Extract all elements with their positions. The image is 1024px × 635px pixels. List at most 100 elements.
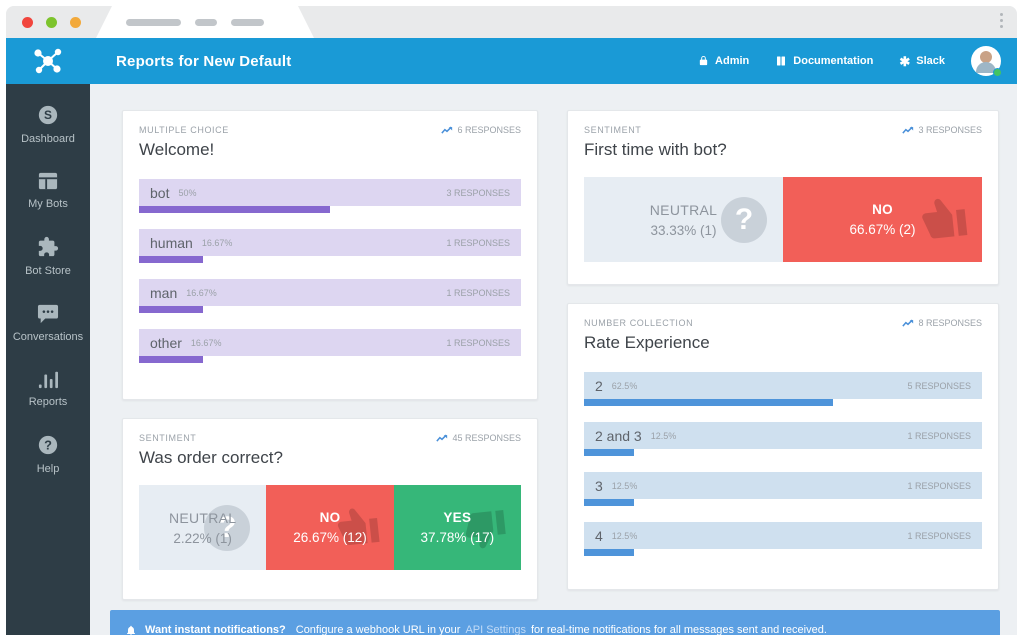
segment-value: 26.67% (12) bbox=[293, 530, 367, 545]
avatar-photo bbox=[971, 46, 1001, 76]
window-controls bbox=[22, 17, 81, 28]
nav-documentation[interactable]: Documentation bbox=[775, 55, 873, 67]
notification-headline: Want instant notifications? bbox=[145, 624, 286, 635]
sidebar-item-dashboard[interactable]: S Dashboard bbox=[21, 104, 75, 145]
lock-icon bbox=[699, 55, 708, 66]
bar-list: bot 50% 3 RESPONSES human 16.67% 1 RESPO… bbox=[139, 179, 521, 363]
bar-responses: 1 RESPONSES bbox=[446, 337, 510, 348]
browser-tab[interactable] bbox=[96, 6, 314, 38]
api-settings-link[interactable]: API Settings bbox=[465, 624, 526, 635]
card-category: NUMBER COLLECTION bbox=[584, 318, 694, 328]
card-title: Was order correct? bbox=[139, 448, 283, 467]
online-status-dot bbox=[993, 68, 1002, 77]
notification-bar: Want instant notifications? Configure a … bbox=[110, 610, 1000, 635]
bar-percentage: 16.67% bbox=[186, 287, 217, 298]
bar-row: human 16.67% 1 RESPONSES bbox=[139, 229, 521, 263]
sidebar-label: Conversations bbox=[12, 331, 84, 343]
app-header: Reports for New Default Admin Documentat… bbox=[6, 38, 1017, 84]
bar-row: other 16.67% 1 RESPONSES bbox=[139, 329, 521, 363]
bar-responses: 1 RESPONSES bbox=[907, 530, 971, 541]
bar-label: man bbox=[150, 284, 178, 301]
svg-text:S: S bbox=[44, 108, 52, 122]
responses-count: 6 RESPONSES bbox=[441, 125, 521, 135]
puzzle-icon bbox=[38, 236, 59, 257]
trending-up-icon bbox=[902, 319, 914, 327]
segment-label: NEUTRAL bbox=[168, 509, 237, 526]
sentiment-segment-no: NO 26.67% (12) bbox=[266, 485, 394, 570]
bar-fill bbox=[584, 399, 833, 406]
slack-icon: ✱ bbox=[899, 53, 911, 69]
segment-label: YES bbox=[443, 510, 472, 525]
tab-placeholder-line bbox=[195, 19, 217, 26]
trending-up-icon bbox=[902, 126, 914, 134]
bar-responses: 1 RESPONSES bbox=[907, 430, 971, 441]
sidebar-item-conversations[interactable]: Conversations bbox=[13, 303, 83, 343]
bar-responses: 3 RESPONSES bbox=[446, 187, 510, 198]
notification-text-post: for real-time notifications for all mess… bbox=[530, 624, 827, 635]
sentiment-segment-yes: YES 37.78% (17) bbox=[393, 485, 521, 570]
sidebar-item-help[interactable]: ? Help bbox=[36, 434, 60, 475]
sidebar-label: My Bots bbox=[28, 198, 68, 210]
sentiment-segment-no: NO 66.67% (2) bbox=[783, 177, 982, 262]
browser-menu-icon[interactable] bbox=[995, 13, 1007, 28]
segment-label: NO bbox=[872, 202, 893, 217]
sidebar-item-reports[interactable]: Reports bbox=[28, 369, 68, 408]
bar-fill bbox=[139, 356, 203, 363]
header-nav: Admin Documentation ✱ Slack bbox=[698, 46, 1017, 77]
close-window-button[interactable] bbox=[22, 17, 33, 28]
bar-percentage: 62.5% bbox=[611, 380, 638, 391]
bar-responses: 1 RESPONSES bbox=[907, 480, 971, 491]
card-category: SENTIMENT bbox=[584, 125, 642, 135]
card-title: Welcome! bbox=[139, 140, 215, 159]
svg-text:?: ? bbox=[44, 438, 52, 453]
sidebar-item-bot-store[interactable]: Bot Store bbox=[25, 236, 71, 277]
sidebar-item-my-bots[interactable]: My Bots bbox=[28, 171, 68, 210]
nav-admin[interactable]: Admin bbox=[698, 55, 749, 67]
sentiment-segment-neutral: NEUTRAL 33.33% (1) ? bbox=[584, 177, 783, 262]
sidebar-label: Help bbox=[36, 463, 60, 475]
tab-placeholder-line bbox=[126, 19, 181, 26]
bar-row: man 16.67% 1 RESPONSES bbox=[139, 279, 521, 313]
bar-label: 3 bbox=[595, 477, 603, 494]
bar-label: 2 bbox=[595, 377, 603, 394]
bar-fill bbox=[584, 449, 634, 456]
thumbs-down-icon bbox=[922, 198, 968, 238]
bar-row: 3 12.5% 1 RESPONSES bbox=[584, 472, 982, 506]
notification-text-pre: Configure a webhook URL in your bbox=[295, 624, 461, 635]
sidebar-label: Dashboard bbox=[21, 133, 75, 145]
thumbs-down-icon bbox=[337, 508, 380, 545]
bar-fill bbox=[139, 306, 203, 313]
bar-responses: 1 RESPONSES bbox=[446, 287, 510, 298]
bar-responses: 1 RESPONSES bbox=[446, 237, 510, 248]
question-icon: ? bbox=[721, 196, 767, 243]
nav-documentation-label: Documentation bbox=[793, 55, 874, 67]
sidebar-label: Reports bbox=[28, 396, 68, 408]
segment-label: NEUTRAL bbox=[649, 201, 718, 218]
nav-admin-label: Admin bbox=[715, 55, 750, 67]
card-sentiment-first-time: SENTIMENT 3 RESPONSES First time with bo… bbox=[567, 110, 999, 285]
bar-percentage: 50% bbox=[178, 187, 197, 198]
nav-slack[interactable]: ✱ Slack bbox=[899, 55, 945, 68]
card-multiple-choice-welcome: MULTIPLE CHOICE 6 RESPONSES Welcome! bot… bbox=[122, 110, 538, 400]
sentiment-segments: NEUTRAL 2.22% (1) ? NO 26.67% (12) YES 3… bbox=[139, 485, 521, 570]
bar-label: other bbox=[150, 334, 182, 351]
maximize-window-button[interactable] bbox=[46, 17, 57, 28]
minimize-window-button[interactable] bbox=[70, 17, 81, 28]
question-icon: ? bbox=[204, 504, 251, 551]
bar-fill bbox=[584, 549, 634, 556]
segment-value: 33.33% (1) bbox=[650, 222, 717, 238]
responses-count: 3 RESPONSES bbox=[902, 125, 982, 135]
bar-percentage: 16.67% bbox=[190, 337, 222, 348]
bar-label: bot bbox=[150, 184, 170, 201]
page-title: Reports for New Default bbox=[116, 52, 292, 70]
segment-value: 37.78% (17) bbox=[420, 530, 495, 545]
card-title: Rate Experience bbox=[584, 333, 710, 352]
bots-grid-icon bbox=[38, 172, 58, 190]
chat-bubble-icon bbox=[37, 304, 59, 324]
bar-percentage: 12.5% bbox=[611, 530, 638, 541]
book-icon bbox=[777, 56, 786, 66]
trending-up-icon bbox=[436, 434, 448, 442]
bar-chart-icon bbox=[38, 371, 58, 389]
user-avatar[interactable] bbox=[971, 46, 1002, 77]
bar-fill bbox=[584, 499, 634, 506]
